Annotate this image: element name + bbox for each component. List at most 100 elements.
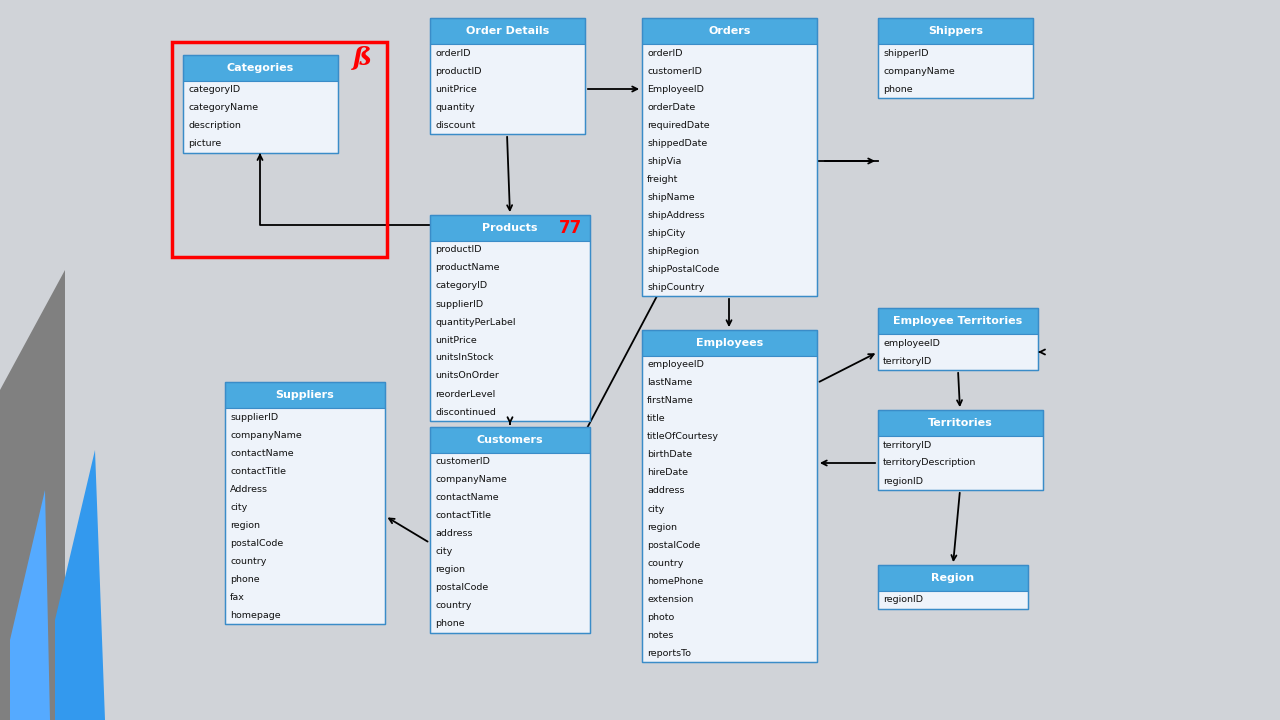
Text: quantityPerLabel: quantityPerLabel: [435, 318, 516, 326]
Text: extension: extension: [648, 595, 694, 603]
Text: shipAddress: shipAddress: [648, 210, 705, 220]
Text: city: city: [648, 505, 664, 513]
Text: supplierID: supplierID: [435, 300, 484, 308]
Text: contactTitle: contactTitle: [435, 511, 492, 521]
Bar: [430, 44, 585, 134]
Text: Employee Territories: Employee Territories: [893, 316, 1023, 326]
Text: region: region: [435, 565, 465, 575]
Text: categoryName: categoryName: [188, 104, 259, 112]
Text: Categories: Categories: [227, 63, 294, 73]
Text: description: description: [188, 122, 241, 130]
Text: region: region: [230, 521, 260, 529]
Text: customerID: customerID: [648, 66, 701, 76]
Bar: [643, 44, 817, 296]
Text: regionID: regionID: [883, 477, 923, 485]
Bar: [430, 18, 585, 44]
Text: address: address: [435, 529, 472, 539]
Text: territoryDescription: territoryDescription: [883, 459, 977, 467]
Text: shipCountry: shipCountry: [648, 282, 704, 292]
Bar: [643, 330, 817, 662]
Bar: [878, 44, 1033, 98]
Polygon shape: [0, 270, 65, 720]
Bar: [430, 427, 590, 453]
Bar: [183, 55, 338, 153]
Text: unitsInStock: unitsInStock: [435, 354, 494, 362]
Bar: [172, 42, 387, 257]
Text: birthDate: birthDate: [648, 451, 692, 459]
Bar: [430, 427, 590, 633]
Text: territoryID: territoryID: [883, 356, 932, 366]
Text: Region: Region: [932, 573, 974, 583]
Text: categoryID: categoryID: [188, 86, 241, 94]
Text: quantity: quantity: [435, 102, 475, 112]
Text: customerID: customerID: [435, 457, 490, 467]
Text: companyName: companyName: [883, 66, 955, 76]
Text: orderID: orderID: [435, 48, 471, 58]
Text: contactName: contactName: [435, 493, 499, 503]
Bar: [643, 330, 817, 356]
Text: title: title: [648, 415, 666, 423]
Bar: [430, 241, 590, 421]
Text: phone: phone: [435, 619, 465, 629]
Text: employeeID: employeeID: [648, 361, 704, 369]
Polygon shape: [10, 490, 50, 720]
Text: reorderLevel: reorderLevel: [435, 390, 495, 398]
Text: shippedDate: shippedDate: [648, 138, 708, 148]
Text: postalCode: postalCode: [648, 541, 700, 549]
Text: city: city: [230, 503, 247, 511]
Text: Shippers: Shippers: [928, 26, 983, 36]
Text: supplierID: supplierID: [230, 413, 278, 421]
Text: EmployeeID: EmployeeID: [648, 84, 704, 94]
Polygon shape: [55, 450, 105, 720]
Bar: [643, 18, 817, 44]
Bar: [430, 18, 585, 134]
Text: Territories: Territories: [928, 418, 993, 428]
Text: companyName: companyName: [230, 431, 302, 439]
Text: postalCode: postalCode: [230, 539, 283, 547]
Bar: [643, 18, 817, 296]
Text: shipRegion: shipRegion: [648, 246, 699, 256]
Text: contactTitle: contactTitle: [230, 467, 287, 475]
Bar: [878, 565, 1028, 609]
Text: titleOfCourtesy: titleOfCourtesy: [648, 433, 719, 441]
Text: discount: discount: [435, 120, 475, 130]
Text: territoryID: territoryID: [883, 441, 932, 449]
Text: 77: 77: [558, 219, 581, 237]
Bar: [643, 356, 817, 662]
Text: notes: notes: [648, 631, 673, 639]
Text: city: city: [435, 547, 452, 557]
Bar: [878, 436, 1043, 490]
Text: shipName: shipName: [648, 192, 695, 202]
Text: shipVia: shipVia: [648, 156, 681, 166]
Text: Suppliers: Suppliers: [275, 390, 334, 400]
Text: phone: phone: [230, 575, 260, 583]
Text: country: country: [435, 601, 471, 611]
Text: shipPostalCode: shipPostalCode: [648, 264, 719, 274]
Text: ß: ß: [352, 46, 371, 70]
Bar: [878, 565, 1028, 591]
Bar: [225, 382, 385, 624]
Text: discontinued: discontinued: [435, 408, 495, 416]
Text: orderID: orderID: [648, 48, 682, 58]
Bar: [430, 215, 590, 241]
Text: Products: Products: [483, 223, 538, 233]
Text: productID: productID: [435, 66, 481, 76]
Bar: [878, 410, 1043, 490]
Text: homepage: homepage: [230, 611, 280, 619]
Text: Order Details: Order Details: [466, 26, 549, 36]
Text: orderDate: orderDate: [648, 102, 695, 112]
Text: employeeID: employeeID: [883, 338, 940, 348]
Text: productID: productID: [435, 246, 481, 254]
Bar: [878, 18, 1033, 98]
Text: address: address: [648, 487, 685, 495]
Text: region: region: [648, 523, 677, 531]
Bar: [430, 453, 590, 633]
Text: photo: photo: [648, 613, 675, 621]
Text: contactName: contactName: [230, 449, 293, 457]
Bar: [225, 408, 385, 624]
Text: Address: Address: [230, 485, 268, 493]
Bar: [225, 382, 385, 408]
Text: unitPrice: unitPrice: [435, 336, 477, 344]
Text: country: country: [648, 559, 684, 567]
Text: unitsOnOrder: unitsOnOrder: [435, 372, 499, 380]
